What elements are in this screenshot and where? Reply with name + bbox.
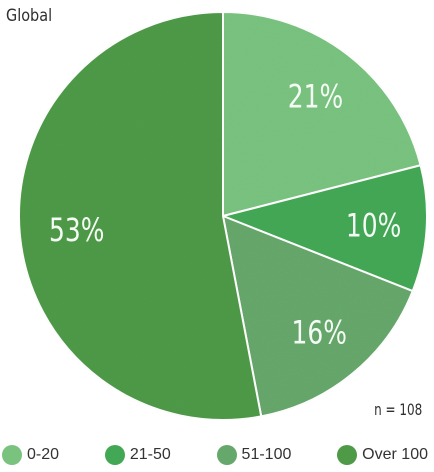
- legend-swatch-21-50: [104, 445, 125, 465]
- pie-slice-over-100: [18, 10, 263, 421]
- legend-label-0-20: 0-20: [27, 446, 60, 463]
- sample-size-note: n = 108: [373, 400, 422, 419]
- pie-slice-51-100: [221, 214, 414, 418]
- legend: 0-20 21-50 51-100 Over 100: [0, 442, 434, 468]
- pie-slice-21-50: [219, 164, 428, 293]
- legend-item-over-100: Over 100: [337, 445, 428, 465]
- pie-svg: 21% 10% 16% 53%: [18, 10, 428, 421]
- pie-slice-0-20: [222, 10, 422, 218]
- legend-swatch-over-100: [337, 445, 358, 465]
- legend-item-0-20: 0-20: [2, 445, 59, 465]
- legend-label-51-100: 51-100: [241, 446, 292, 463]
- legend-swatch-51-100: [216, 445, 237, 465]
- slice-label-21-50: 10%: [346, 206, 401, 244]
- legend-item-51-100: 51-100: [216, 445, 292, 465]
- slice-label-51-100: 16%: [291, 313, 346, 351]
- slice-label-0-20: 21%: [288, 78, 343, 116]
- legend-label-21-50: 21-50: [129, 446, 171, 463]
- legend-label-over-100: Over 100: [362, 446, 428, 463]
- chart-title: Global: [6, 6, 53, 26]
- legend-item-21-50: 21-50: [104, 445, 171, 465]
- slice-label-over-100: 53%: [49, 211, 104, 249]
- legend-swatch-0-20: [2, 445, 22, 465]
